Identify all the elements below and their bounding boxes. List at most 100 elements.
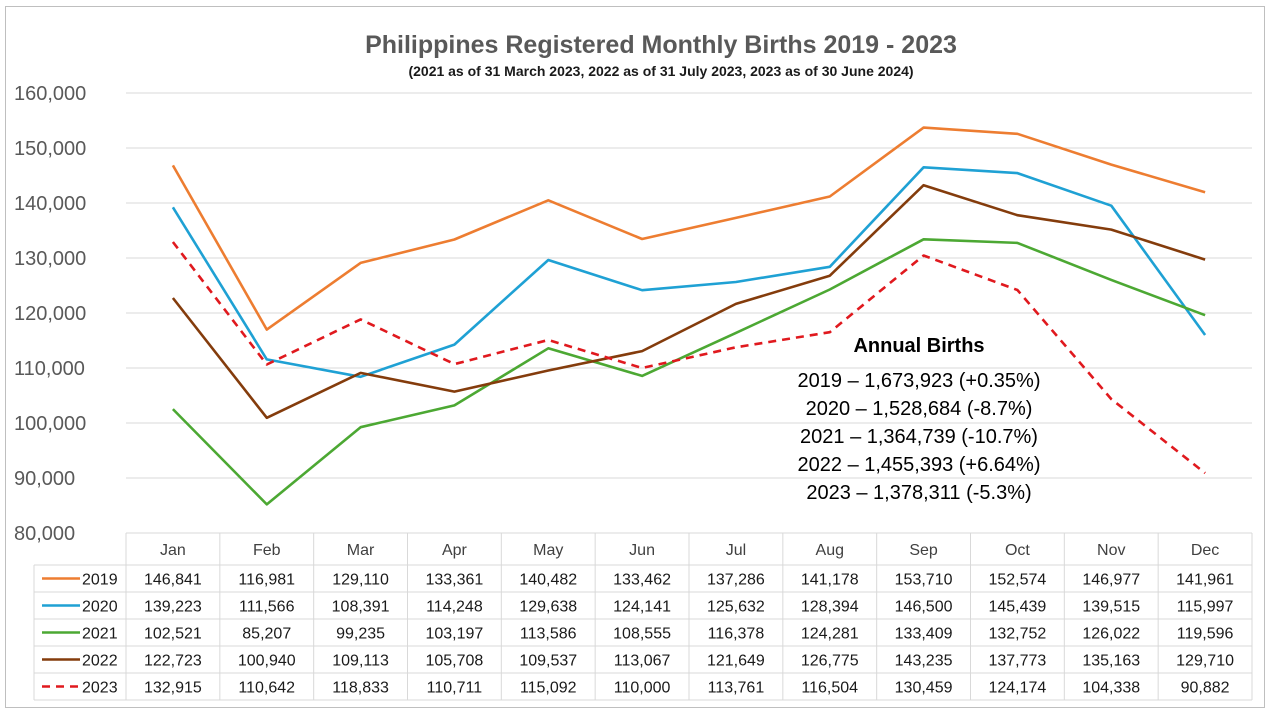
table-cell: 139,515	[1082, 599, 1140, 616]
table-cell: 152,574	[988, 572, 1046, 589]
table-cell: 133,361	[425, 572, 483, 589]
table-cell: 115,997	[1177, 599, 1234, 616]
table-cell: 137,286	[707, 572, 765, 589]
annotation-line-2022: 2022 – 1,455,393 (+6.64%)	[798, 454, 1041, 476]
table-cell: 139,223	[144, 599, 202, 616]
data-table: Jan Feb Mar Apr May Jun Jul Aug Sep Oct Nov Dec 2019…	[33, 532, 1253, 701]
table-cell: 100,940	[238, 653, 296, 670]
table-cell: 121,649	[707, 653, 765, 670]
table-cell: 110,000	[614, 680, 671, 697]
annotation-line-2021: 2021 – 1,364,739 (-10.7%)	[800, 426, 1038, 448]
table-cell: 118,833	[332, 680, 389, 697]
legend-label-2021: 2021	[82, 626, 118, 643]
x-category-label: Feb	[253, 542, 281, 559]
annual-births-annotation: Annual Births 2019 – 1,673,923 (+0.35%) …	[798, 335, 1041, 504]
y-tick-label: 110,000	[14, 358, 85, 380]
line-chart: Philippines Registered Monthly Births 20…	[14, 31, 1253, 701]
table-cell: 133,462	[613, 572, 671, 589]
table-cell: 153,710	[895, 572, 953, 589]
legend-label-2019: 2019	[82, 572, 118, 589]
x-category-label: Dec	[1191, 542, 1219, 559]
table-cell: 111,566	[239, 599, 295, 616]
table-cell: 108,555	[613, 626, 671, 643]
series-line-2023	[171, 241, 1206, 475]
table-cell: 109,113	[332, 653, 389, 670]
y-tick-label: 100,000	[14, 413, 86, 435]
table-cell: 133,409	[895, 626, 953, 643]
table-cell: 113,067	[614, 653, 671, 670]
legend-label-2022: 2022	[82, 653, 118, 670]
table-cell: 128,394	[801, 599, 859, 616]
y-tick-label: 140,000	[14, 193, 86, 215]
table-cell: 129,638	[519, 599, 577, 616]
chart-frame: Philippines Registered Monthly Births 20…	[5, 6, 1265, 708]
series-line-2021	[171, 238, 1206, 506]
series-line-2019	[171, 126, 1206, 331]
table-cell: 108,391	[332, 599, 390, 616]
annotation-line-2020: 2020 – 1,528,684 (-8.7%)	[806, 398, 1033, 420]
y-tick-label: 120,000	[14, 303, 86, 325]
table-cell: 130,459	[895, 680, 953, 697]
series-lines	[171, 126, 1207, 506]
table-cell: 122,723	[144, 653, 202, 670]
table-cell: 141,961	[1176, 572, 1234, 589]
x-category-label: Mar	[347, 542, 375, 559]
table-cell: 119,596	[1177, 626, 1234, 643]
table-cell: 124,281	[801, 626, 859, 643]
y-tick-label: 150,000	[14, 138, 86, 160]
table-cell: 126,775	[801, 653, 859, 670]
table-cell: 132,915	[144, 680, 202, 697]
x-category-label: May	[533, 542, 563, 559]
table-cell: 129,710	[1176, 653, 1234, 670]
table-cell: 109,537	[519, 653, 577, 670]
x-category-label: Sep	[909, 542, 938, 559]
x-category-label: Jul	[726, 542, 746, 559]
table-cell: 146,500	[895, 599, 953, 616]
series-line-2022	[171, 183, 1206, 420]
x-category-label: Nov	[1097, 542, 1125, 559]
table-cell: 141,178	[801, 572, 859, 589]
x-category-label: Jun	[629, 542, 655, 559]
table-cell: 126,022	[1082, 626, 1140, 643]
annotation-line-2023: 2023 – 1,378,311 (-5.3%)	[806, 482, 1031, 504]
table-cell: 146,841	[144, 572, 202, 589]
table-cell: 116,981	[238, 572, 295, 589]
legend-label-2023: 2023	[82, 680, 118, 697]
table-cell: 99,235	[336, 626, 385, 643]
table-cell: 137,773	[988, 653, 1046, 670]
table-cell: 146,977	[1082, 572, 1140, 589]
table-cell: 102,521	[144, 626, 202, 643]
table-cell: 115,092	[520, 680, 577, 697]
table-cell: 113,586	[520, 626, 577, 643]
table-cell: 116,378	[708, 626, 765, 643]
y-tick-label: 80,000	[14, 523, 75, 545]
table-cell: 129,110	[332, 572, 389, 589]
table-cell: 140,482	[519, 572, 577, 589]
table-cell: 103,197	[425, 626, 483, 643]
chart-subtitle: (2021 as of 31 March 2023, 2022 as of 31…	[408, 63, 913, 79]
table-cell: 104,338	[1082, 680, 1140, 697]
y-tick-label: 160,000	[14, 83, 86, 105]
table-cell: 124,141	[613, 599, 671, 616]
y-axis-ticks: 80,000 90,000 100,000 110,000 120,000 130,000…	[14, 83, 86, 545]
table-cell: 125,632	[707, 599, 765, 616]
table-cell: 85,207	[242, 626, 291, 643]
table-cell: 105,708	[425, 653, 483, 670]
chart-title: Philippines Registered Monthly Births 20…	[365, 31, 957, 59]
y-tick-label: 90,000	[14, 468, 75, 490]
table-cell: 124,174	[988, 680, 1046, 697]
x-category-label: Jan	[160, 542, 186, 559]
y-tick-label: 130,000	[14, 248, 86, 270]
x-category-label: Oct	[1005, 542, 1030, 559]
table-cell: 145,439	[988, 599, 1046, 616]
x-category-label: Aug	[816, 542, 844, 559]
annotation-line-2019: 2019 – 1,673,923 (+0.35%)	[798, 370, 1041, 392]
table-cell: 90,882	[1181, 680, 1230, 697]
table-cell: 114,248	[426, 599, 483, 616]
legend-label-2020: 2020	[82, 599, 118, 616]
table-cell: 135,163	[1082, 653, 1140, 670]
table-cell: 132,752	[988, 626, 1046, 643]
table-cell: 110,642	[238, 680, 295, 697]
series-line-2020	[171, 166, 1207, 379]
table-cell: 110,711	[427, 680, 483, 697]
